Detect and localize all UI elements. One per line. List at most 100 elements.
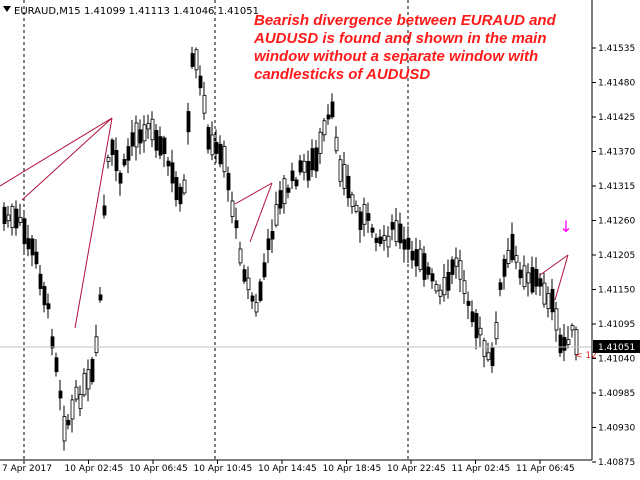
current-price-label: 1.41051 (598, 343, 635, 353)
candle-body (118, 172, 123, 184)
x-tick-label: 11 Apr 02:45 (452, 464, 511, 474)
candle-body (206, 127, 211, 150)
candle-body (34, 251, 39, 265)
candle-body (486, 352, 491, 361)
candle-body (214, 142, 219, 154)
candle-body (450, 259, 455, 275)
candle-body (542, 282, 547, 305)
candle-body (390, 222, 395, 230)
candle-body (54, 357, 59, 373)
divergence-lines (0, 117, 569, 329)
candle-body (538, 278, 543, 287)
candle-body (82, 372, 87, 396)
candle-body (418, 248, 423, 270)
candle-body (254, 302, 259, 313)
candle-body (358, 211, 363, 230)
y-tick-label: 1.41535 (598, 44, 635, 54)
y-tick-label: 1.40930 (598, 424, 635, 434)
divergence-annotation: Bearish divergence between EURAUD and AU… (254, 12, 584, 84)
candle-body (210, 134, 215, 156)
annotation-line: candlesticks of AUDUSD (254, 66, 431, 83)
candle-body (334, 136, 339, 152)
candle-body (562, 336, 567, 351)
candle-body (326, 114, 331, 120)
candle-body (234, 220, 239, 229)
candle-body (490, 347, 495, 367)
divergence-line (539, 254, 569, 276)
candle-body (350, 194, 355, 207)
candle-body (502, 258, 507, 277)
candle-body (422, 253, 427, 280)
candle-body (290, 170, 295, 182)
candle-body (42, 286, 47, 306)
y-tick-label: 1.41425 (598, 113, 635, 123)
candle-body (554, 308, 559, 331)
candle-body (270, 231, 275, 240)
annotation-line: window without a separate window with (254, 48, 539, 65)
candle-body (106, 157, 111, 162)
divergence-line (74, 117, 113, 329)
candle-body (190, 53, 195, 67)
x-tick-label: 11 Apr 06:45 (516, 464, 575, 474)
divergence-line (249, 182, 273, 243)
candle-body (442, 277, 447, 296)
chart-symbol: EURAUD,M15 (14, 6, 81, 17)
candle-body (314, 147, 319, 172)
divergence-arrow-icon: ↓ (559, 217, 572, 236)
candle-body (398, 223, 403, 244)
candle-body (174, 177, 179, 201)
current-price-label-bg (593, 340, 640, 353)
candle-body (526, 272, 531, 284)
candle-body (150, 118, 155, 141)
candle-body (406, 237, 411, 250)
x-tick-label: 10 Apr 22:45 (387, 464, 446, 474)
period-separators (23, 0, 409, 460)
x-tick-label: 10 Apr 02:45 (65, 464, 124, 474)
candle-body (90, 358, 95, 383)
candle-body (566, 339, 571, 345)
candlesticks (2, 46, 579, 451)
candle-body (458, 260, 463, 280)
candle-body (462, 280, 467, 294)
x-tick-label: 10 Apr 18:45 (323, 464, 382, 474)
candle-body (534, 269, 539, 287)
candle-body (510, 233, 515, 261)
candle-body (318, 131, 323, 154)
y-tick-label: 1.41205 (598, 251, 635, 261)
candle-body (246, 277, 251, 291)
divergence-line (234, 182, 273, 205)
candle-body (30, 238, 35, 256)
candle-body (186, 111, 191, 133)
candle-body (2, 206, 7, 224)
candle-body (454, 257, 459, 267)
candle-body (518, 269, 523, 279)
candle-body (222, 146, 227, 173)
y-tick-label: 1.41315 (598, 182, 635, 192)
candle-body (426, 266, 431, 275)
candle-body (470, 311, 475, 323)
candle-body (38, 273, 43, 289)
y-tick-label: 1.41150 (598, 286, 635, 296)
candle-body (194, 49, 199, 71)
divergence-line (554, 254, 569, 301)
collapse-triangle-icon[interactable] (3, 6, 11, 12)
side-marker: < 12 (575, 351, 597, 361)
x-tick-label: 10 Apr 10:45 (194, 464, 253, 474)
candle-body (178, 186, 183, 205)
candle-body (430, 273, 435, 282)
candle-body (374, 237, 379, 243)
candle-body (226, 172, 231, 191)
candle-body (258, 281, 263, 301)
candle-body (78, 394, 83, 409)
x-tick-label: 10 Apr 14:45 (258, 464, 317, 474)
candle-body (242, 269, 247, 282)
candle-body (110, 139, 115, 156)
candle-body (278, 190, 283, 209)
candle-body (182, 179, 187, 194)
candle-body (250, 295, 255, 302)
candle-body (74, 386, 79, 400)
divergence-line (0, 117, 113, 187)
candle-body (382, 235, 387, 241)
y-tick-label: 1.41370 (598, 148, 635, 158)
